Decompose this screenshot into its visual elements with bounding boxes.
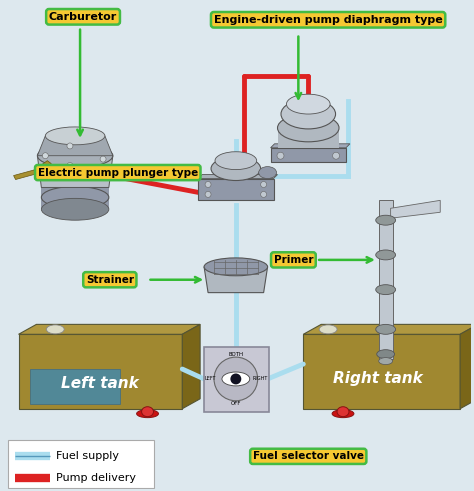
Polygon shape bbox=[379, 200, 392, 359]
Polygon shape bbox=[271, 148, 346, 162]
Text: Right tank: Right tank bbox=[333, 372, 423, 386]
Polygon shape bbox=[30, 369, 120, 404]
Ellipse shape bbox=[46, 325, 64, 334]
Text: Strainer: Strainer bbox=[86, 275, 134, 285]
Polygon shape bbox=[37, 156, 113, 188]
Circle shape bbox=[277, 152, 284, 159]
Text: Engine-driven pump diaphragm type: Engine-driven pump diaphragm type bbox=[214, 15, 443, 25]
Ellipse shape bbox=[376, 250, 396, 260]
Text: Left tank: Left tank bbox=[61, 377, 139, 391]
Ellipse shape bbox=[376, 215, 396, 225]
Polygon shape bbox=[271, 144, 350, 148]
Text: Fuel selector valve: Fuel selector valve bbox=[253, 451, 364, 462]
Text: Fuel supply: Fuel supply bbox=[56, 451, 119, 462]
Ellipse shape bbox=[337, 407, 349, 417]
Circle shape bbox=[67, 163, 73, 168]
Text: Carburetor: Carburetor bbox=[49, 12, 117, 22]
Polygon shape bbox=[198, 179, 273, 200]
Polygon shape bbox=[41, 188, 109, 209]
Ellipse shape bbox=[37, 144, 113, 167]
Text: RIGHT: RIGHT bbox=[253, 377, 268, 382]
FancyBboxPatch shape bbox=[204, 347, 269, 411]
Circle shape bbox=[261, 182, 266, 188]
Ellipse shape bbox=[376, 325, 396, 334]
Polygon shape bbox=[14, 169, 37, 180]
Ellipse shape bbox=[41, 198, 109, 220]
Ellipse shape bbox=[41, 187, 109, 208]
Ellipse shape bbox=[137, 409, 158, 418]
Ellipse shape bbox=[211, 157, 261, 181]
Text: OFF: OFF bbox=[230, 401, 241, 406]
Polygon shape bbox=[198, 175, 277, 179]
Circle shape bbox=[205, 182, 211, 188]
Ellipse shape bbox=[281, 99, 336, 129]
Polygon shape bbox=[460, 325, 474, 409]
Ellipse shape bbox=[377, 350, 394, 358]
Ellipse shape bbox=[46, 127, 105, 145]
Ellipse shape bbox=[376, 285, 396, 295]
Ellipse shape bbox=[319, 325, 337, 334]
Ellipse shape bbox=[222, 372, 250, 386]
Text: LEFT: LEFT bbox=[204, 377, 216, 382]
Polygon shape bbox=[277, 128, 339, 148]
FancyBboxPatch shape bbox=[8, 440, 155, 488]
Polygon shape bbox=[391, 200, 440, 218]
Ellipse shape bbox=[204, 258, 268, 276]
Ellipse shape bbox=[379, 357, 392, 364]
Circle shape bbox=[67, 143, 73, 149]
Polygon shape bbox=[18, 325, 200, 334]
Circle shape bbox=[261, 191, 266, 197]
Polygon shape bbox=[18, 334, 182, 409]
Ellipse shape bbox=[286, 94, 330, 114]
Polygon shape bbox=[303, 325, 474, 334]
Text: Primer: Primer bbox=[273, 255, 313, 265]
Polygon shape bbox=[182, 325, 200, 409]
Circle shape bbox=[42, 153, 48, 159]
Text: Pump delivery: Pump delivery bbox=[56, 473, 136, 483]
Polygon shape bbox=[303, 334, 460, 409]
Ellipse shape bbox=[215, 152, 257, 169]
Circle shape bbox=[100, 156, 106, 162]
Ellipse shape bbox=[230, 374, 241, 384]
Circle shape bbox=[333, 152, 339, 159]
Ellipse shape bbox=[142, 407, 154, 417]
Ellipse shape bbox=[332, 409, 354, 418]
Ellipse shape bbox=[277, 114, 339, 142]
Polygon shape bbox=[204, 267, 268, 293]
Text: BOTH: BOTH bbox=[228, 352, 244, 356]
Polygon shape bbox=[37, 136, 113, 156]
Circle shape bbox=[214, 357, 258, 401]
Circle shape bbox=[205, 191, 211, 197]
Text: Electric pump plunger type: Electric pump plunger type bbox=[37, 167, 198, 178]
Polygon shape bbox=[34, 161, 51, 173]
Ellipse shape bbox=[259, 166, 276, 179]
